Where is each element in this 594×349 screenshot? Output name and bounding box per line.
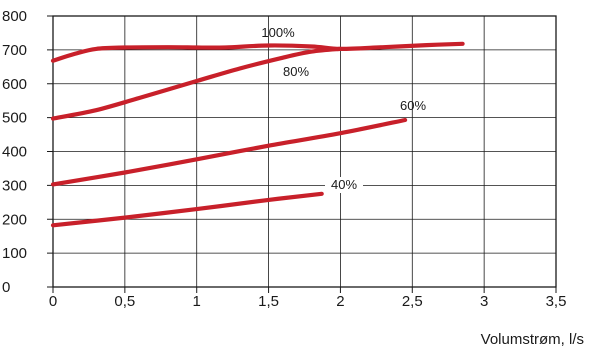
x-axis-title: Volumstrøm, l/s [481,331,584,348]
series-label: 80% [283,64,309,79]
x-tick-label: 2,5 [402,293,423,310]
series-labels: 100% 80% 60% 40% [261,25,426,193]
series-line [50,41,465,63]
x-tick-label: 1,5 [258,293,279,310]
series-line [50,117,408,187]
x-tick-label: 0,5 [114,293,135,310]
x-tick-label: 1 [193,293,201,310]
series-line [50,46,343,121]
x-axis: 0 0,5 1 1,5 2 2,5 3 3,5 [49,287,567,310]
y-tick-label: 0 [2,279,10,296]
y-tick-label: 300 [2,177,27,194]
x-tick-label: 3,5 [546,293,567,310]
y-tick-label: 600 [2,76,27,93]
series-group [50,41,465,228]
y-axis: 0 100 200 300 400 500 600 700 800 [2,8,53,296]
series-label-background [325,177,363,193]
y-tick-label: 500 [2,110,27,127]
y-tick-label: 400 [2,144,27,161]
series-line [50,191,324,228]
x-tick-label: 3 [480,293,488,310]
y-tick-label: 800 [2,8,27,25]
y-tick-label: 100 [2,245,27,262]
series-label: 100% [261,25,295,40]
series-label: 60% [400,98,426,113]
y-tick-label: 700 [2,42,27,59]
x-tick-label: 2 [336,293,344,310]
x-tick-label: 0 [49,293,57,310]
series-label: 40% [331,177,357,192]
y-tick-label: 200 [2,211,27,228]
